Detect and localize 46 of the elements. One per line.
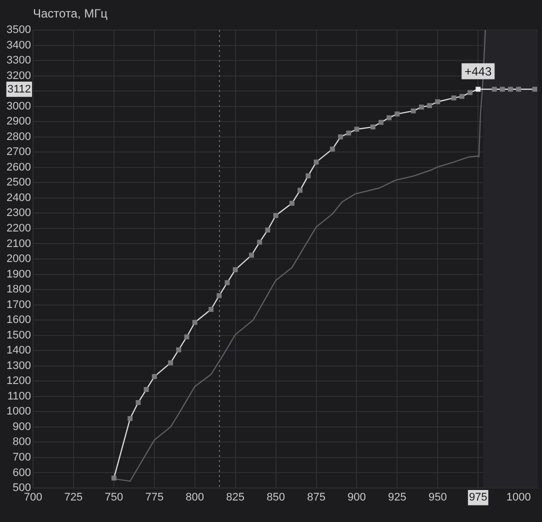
y-tick-label: 1400 [6,344,31,357]
y-tick-label: 2500 [6,176,31,189]
x-tick-label: 775 [145,492,164,504]
x-tick-label: 875 [307,492,326,504]
y-tick-label: 2400 [6,192,31,204]
y-tick-label: 3400 [6,39,31,52]
y-tick-label: 2900 [6,116,31,128]
x-tick-label: 975 [468,492,488,504]
y-tick-label: 3000 [6,100,31,112]
point [476,86,481,92]
y-tick-label: 3300 [6,54,31,67]
y-tick-label: 1500 [6,329,31,342]
y-tick-label: 1900 [6,268,31,280]
x-tick-label: 750 [104,492,124,504]
y-tick-label: 700 [12,452,31,464]
y-tick-label: 600 [12,466,31,479]
y-tick-label: 2800 [6,130,31,143]
y-tick-label: 3112 [7,83,31,96]
y-tick-label: 2700 [6,146,31,158]
y-tick-label: 2300 [6,207,31,220]
annotation: +443 [464,64,492,79]
y-tick-label: 1200 [6,375,31,388]
x-tick-label: 950 [428,492,447,504]
y-tick-label: 900 [12,420,31,433]
y-tick-label: 1100 [7,390,31,402]
x-tick-label: 825 [226,492,245,504]
x-tick-label: 900 [348,492,366,504]
y-tick-label: 2200 [6,222,31,234]
x-tick-label: 800 [186,492,204,504]
x-tick-label: 725 [64,492,83,504]
y-tick-label: 1300 [6,360,31,372]
y-tick-label: 2100 [6,238,31,250]
y-tick-label: 1800 [6,284,31,296]
y-tick-label: 1600 [6,314,31,326]
y-tick-label: 2000 [6,253,31,266]
y-tick-label: 1700 [6,298,31,311]
y-tick-label: 2600 [6,161,31,174]
y-axis-title: Частота, МГц [33,6,108,20]
y-tick-label: 1000 [6,406,31,418]
x-tick-label: 1000 [506,492,531,504]
y-tick-label: 800 [12,436,31,448]
x-tick-label: 700 [24,492,42,504]
y-tick-label: 3200 [6,70,31,82]
y-tick-label: 3500 [6,24,31,36]
x-tick-label: 925 [388,492,406,504]
x-tick-label: 850 [266,492,285,504]
